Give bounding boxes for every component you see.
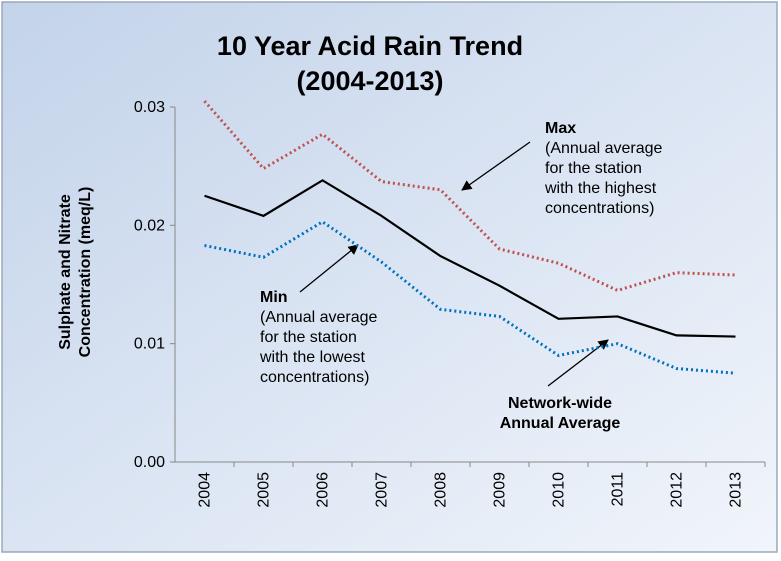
- x-tick-label: 2011: [610, 472, 627, 507]
- annotation-note: for the station: [260, 329, 357, 346]
- series-line: [204, 179, 736, 338]
- annotation-label: Annual Average: [500, 415, 621, 432]
- y-axis-label: Sulphate and Nitrate: [57, 194, 74, 350]
- annotation-label: Min: [260, 289, 288, 306]
- annotation-note: (Annual average: [260, 309, 378, 326]
- annotation-note: for the station: [545, 160, 642, 177]
- x-tick-label: 2012: [669, 472, 686, 508]
- annotation-label: Network-wide: [508, 395, 612, 412]
- annotation-note: concentrations): [260, 369, 369, 386]
- annotation-label: Max: [545, 120, 576, 137]
- annotation-note: (Annual average: [545, 140, 663, 157]
- arrow: [461, 141, 531, 191]
- y-tick-label: 0.02: [134, 217, 165, 234]
- annotation-note: with the lowest: [259, 349, 365, 366]
- y-tick-label: 0.03: [134, 99, 165, 116]
- x-tick-label: 2006: [315, 472, 332, 508]
- annotation-note: concentrations): [545, 200, 654, 217]
- x-tick-label: 2008: [433, 472, 450, 508]
- y-tick-label: 0.01: [134, 336, 165, 353]
- arrow: [299, 244, 359, 293]
- x-tick-label: 2013: [728, 472, 745, 508]
- x-tick-label: 2004: [197, 472, 214, 508]
- x-tick-label: 2010: [551, 472, 568, 508]
- chart-title: 10 Year Acid Rain Trend: [217, 31, 523, 61]
- series-line: [204, 220, 736, 375]
- chart-title: (2004-2013): [296, 66, 443, 96]
- frame: [1, 1, 778, 553]
- x-tick-label: 2007: [374, 472, 391, 508]
- x-tick-label: 2009: [492, 472, 509, 508]
- y-tick-label: 0.00: [134, 454, 165, 471]
- annotation-note: with the highest: [544, 180, 657, 197]
- x-tick-label: 2005: [256, 472, 273, 508]
- y-axis-label: Concentration (meq/L): [77, 187, 94, 358]
